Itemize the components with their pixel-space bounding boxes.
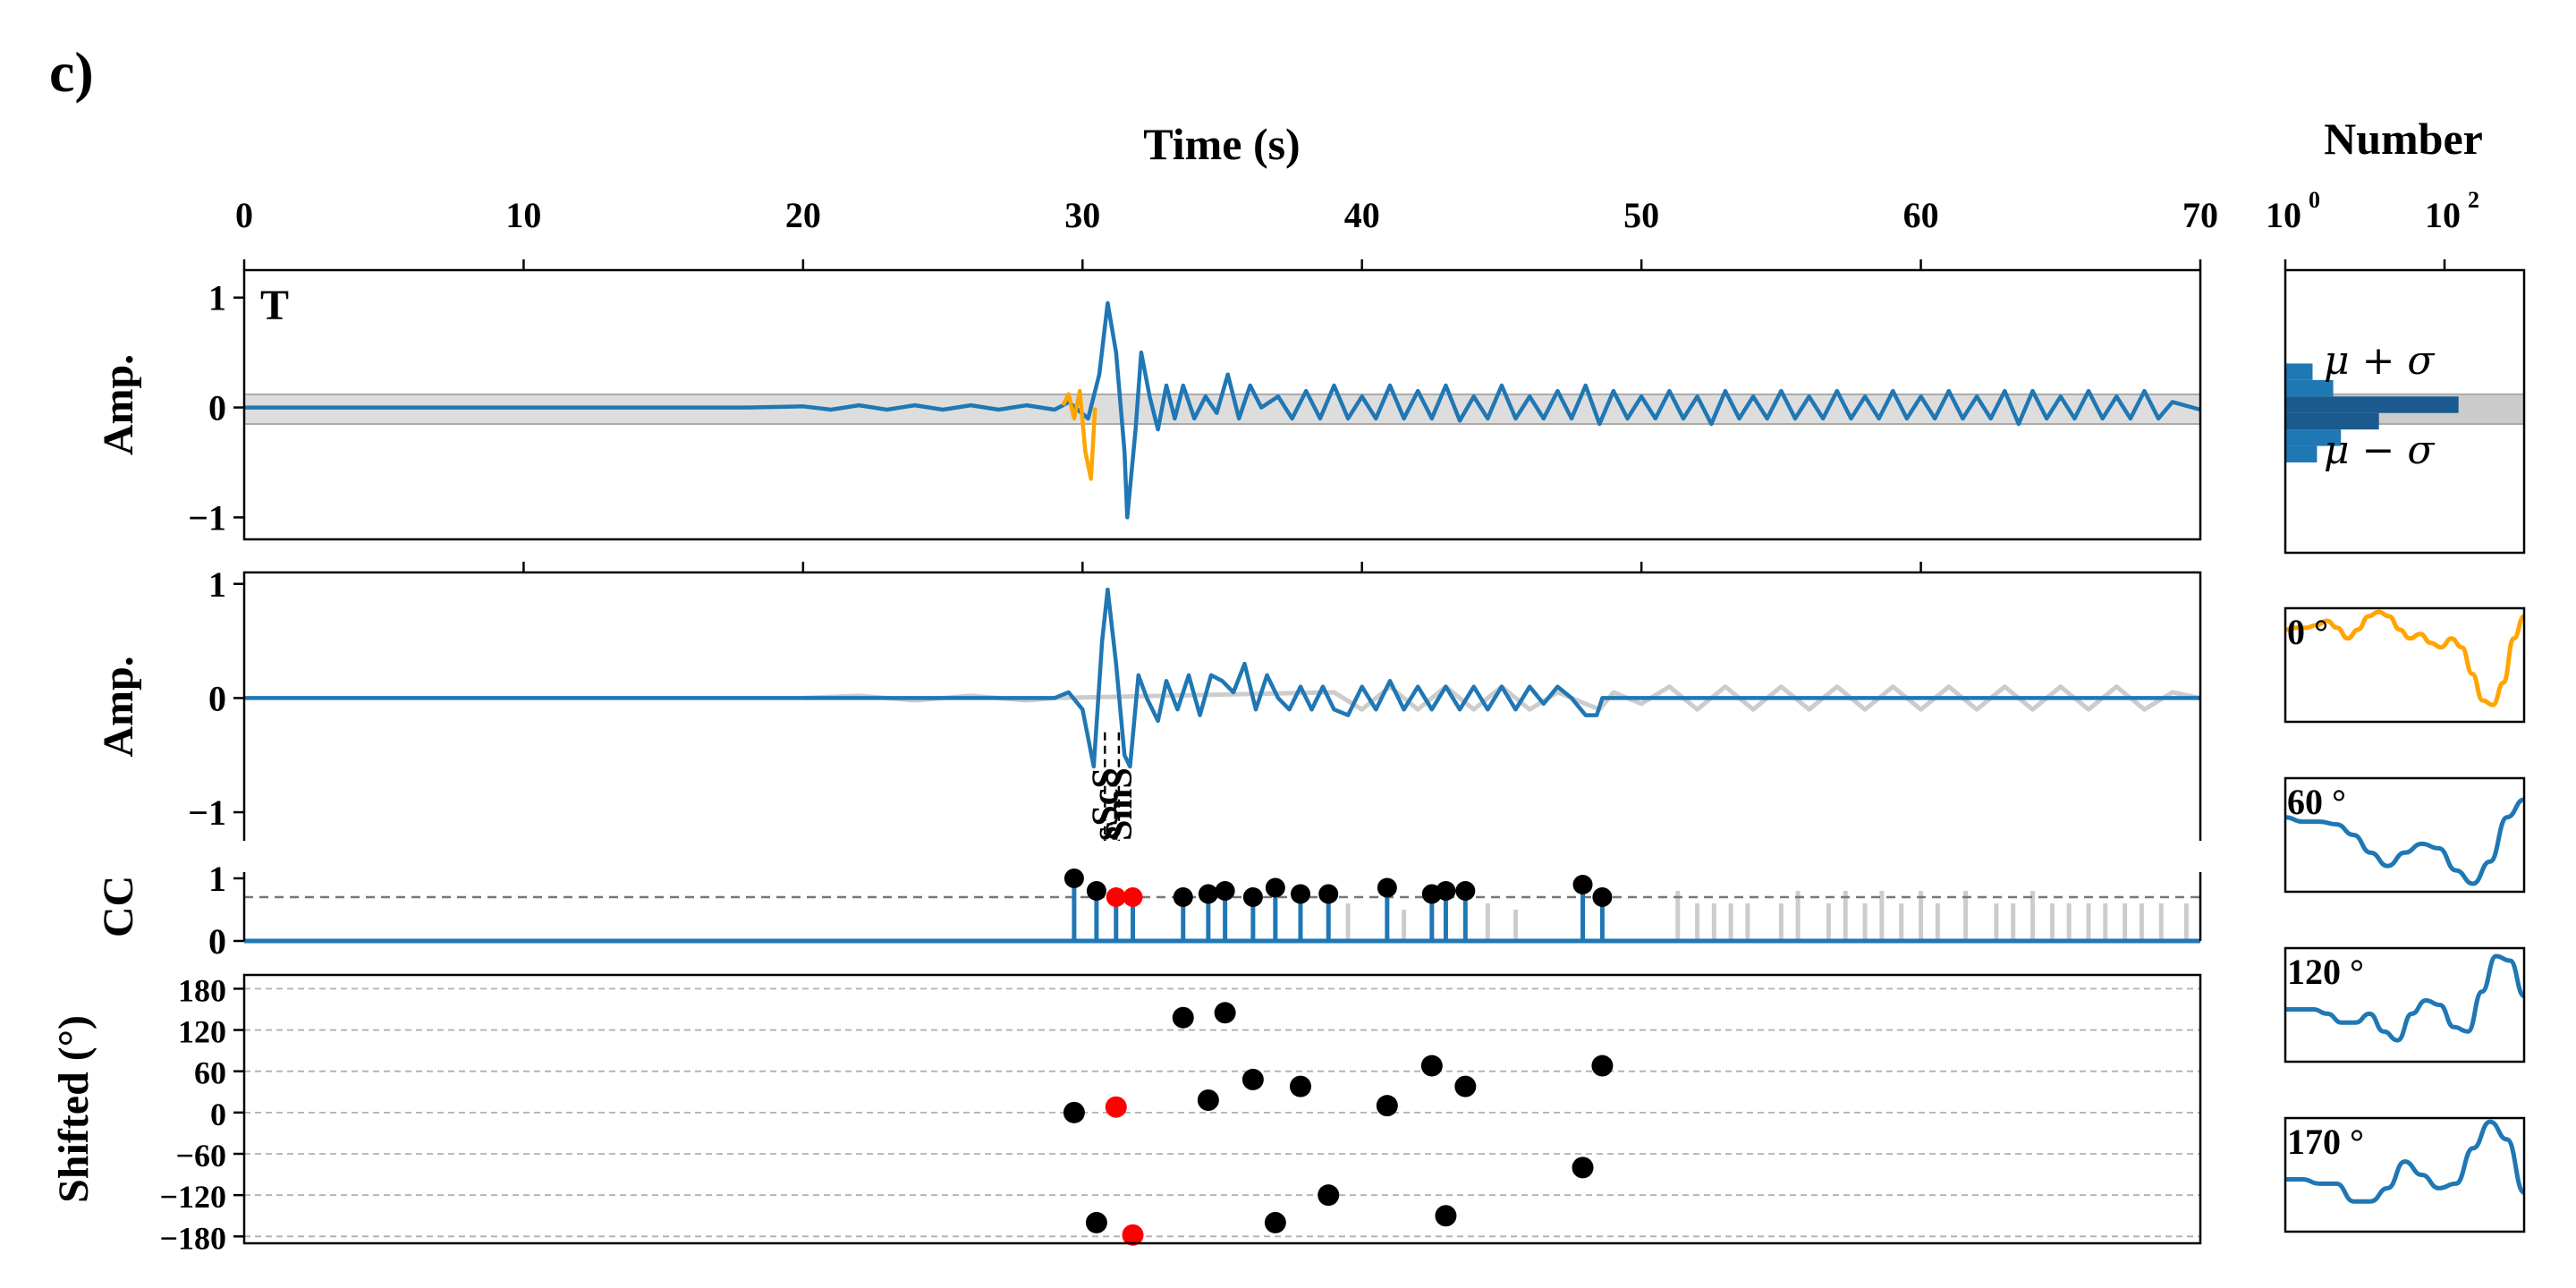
time-tick-label: 0 [235, 195, 253, 235]
shifted-frame [242, 973, 2202, 1245]
hist-tick-label: 10 [2425, 195, 2461, 235]
amplitude-bottom-ylabel: Amp. [95, 656, 142, 757]
shift-point-selected [1105, 1096, 1127, 1118]
cc-frame [242, 872, 2202, 941]
shift-point [1435, 1205, 1457, 1227]
mu-minus-sigma-label: μ − σ [2324, 428, 2436, 473]
cc-marker [1242, 887, 1263, 907]
cc-marker [1436, 881, 1456, 901]
hist-tick-exponent: 2 [2468, 187, 2479, 213]
cc-marker [1592, 887, 1613, 907]
hist-bar [2285, 445, 2318, 462]
cc-marker [1318, 884, 1339, 904]
hist-tick-exponent: 0 [2309, 187, 2320, 213]
hist-bar [2285, 412, 2379, 430]
time-tick-label: 10 [505, 195, 541, 235]
time-tick-label: 40 [1344, 195, 1380, 235]
amplitude-bottom-ytick-label: 0 [208, 678, 226, 718]
inset-label: 170 ° [2287, 1122, 2364, 1162]
shift-point [1289, 1075, 1311, 1097]
amplitude-bottom-frame [242, 571, 2202, 841]
waveform-blue [244, 587, 2200, 769]
panel-label: c) [49, 40, 94, 104]
inset-trace [2285, 1119, 2526, 1204]
cc-marker [1290, 884, 1310, 904]
inset-frame [2284, 946, 2526, 1063]
amplitude-top-ylabel: Amp. [95, 354, 142, 455]
cc-marker-selected [1123, 887, 1143, 907]
time-tick-label: 20 [785, 195, 821, 235]
shift-point [1420, 1055, 1443, 1077]
shift-point-selected [1122, 1224, 1144, 1246]
shifted-ytick-label: 120 [178, 1014, 226, 1050]
shift-point [1591, 1055, 1614, 1077]
amplitude-top-frame [242, 268, 2202, 541]
inset-trace [2284, 953, 2526, 1043]
shift-point [1376, 1095, 1398, 1117]
waveform-orange [1061, 388, 1097, 481]
mu-plus-sigma-label: μ + σ [2324, 338, 2436, 384]
cc-marker [1265, 877, 1285, 898]
shifted-ytick-label: −180 [159, 1220, 226, 1256]
inset-frame [2284, 1116, 2526, 1233]
cc-ytick-label: 0 [208, 921, 226, 962]
hist-bar [2285, 429, 2342, 446]
cc-marker [1063, 869, 1084, 888]
amplitude-bottom-ytick-label: 1 [208, 564, 226, 605]
time-tick-label: 50 [1623, 195, 1659, 235]
waveform-blue [244, 301, 2201, 520]
amplitude-top-ytick-label: 0 [208, 388, 226, 428]
inset-trace [2284, 797, 2525, 886]
cc-ylabel: CC [95, 876, 142, 937]
shift-point [1172, 1006, 1194, 1029]
hist-bar [2285, 379, 2334, 397]
cc-ytick-label: 1 [208, 859, 226, 899]
shift-point [1572, 1157, 1594, 1179]
histogram-frame [2284, 268, 2526, 555]
shift-point [1063, 1101, 1085, 1123]
amplitude-top-ytick-label: −1 [188, 497, 226, 538]
time-tick-label: 30 [1064, 195, 1100, 235]
hist-tick-label: 10 [2266, 195, 2301, 235]
component-label: T [260, 282, 289, 329]
shift-point [1264, 1211, 1286, 1233]
inset-frame [2284, 776, 2526, 894]
shifted-ytick-label: 180 [178, 972, 226, 1008]
cc-marker [1198, 884, 1218, 904]
amplitude-top-ytick-label: 1 [208, 278, 226, 318]
shifted-ytick-label: 0 [210, 1097, 226, 1132]
shifted-ylabel: Shifted (°) [50, 1015, 97, 1203]
cc-marker-selected [1106, 887, 1126, 907]
shifted-ytick-label: 60 [194, 1055, 226, 1091]
time-tick-label: 70 [2182, 195, 2218, 235]
shifted-ytick-label: −120 [159, 1179, 226, 1215]
cc-marker [1086, 881, 1106, 901]
shifted-ytick-label: −60 [175, 1138, 226, 1174]
cc-marker [1377, 877, 1397, 898]
inset-trace [2284, 609, 2526, 708]
hist-axis-label: Number [2324, 114, 2483, 164]
amplitude-bottom-ytick-label: −1 [188, 792, 226, 833]
phase-marker-label: SmS [1099, 767, 1140, 841]
shift-point [1085, 1211, 1107, 1233]
time-axis-label: Time (s) [1143, 119, 1300, 169]
cc-marker [1215, 881, 1235, 901]
inset-label: 60 ° [2287, 782, 2346, 822]
shift-point [1214, 1002, 1236, 1024]
cc-marker [1455, 881, 1476, 901]
shift-point [1318, 1184, 1340, 1207]
cc-marker [1572, 875, 1593, 894]
shift-point [1454, 1075, 1477, 1097]
cc-marker [1173, 887, 1193, 907]
inset-label: 0 ° [2287, 612, 2328, 652]
time-tick-label: 60 [1903, 195, 1939, 235]
plot-area: 0 10 20 30 40 50 60 70−101Amp.TsScSSmS−101Amp.0… [50, 187, 2526, 1256]
shift-point [1241, 1068, 1264, 1090]
hist-bar [2285, 396, 2459, 413]
inset-label: 120 ° [2287, 952, 2364, 992]
hist-bar [2285, 363, 2313, 380]
shift-point [1197, 1089, 1219, 1111]
inset-frame [2284, 606, 2526, 724]
